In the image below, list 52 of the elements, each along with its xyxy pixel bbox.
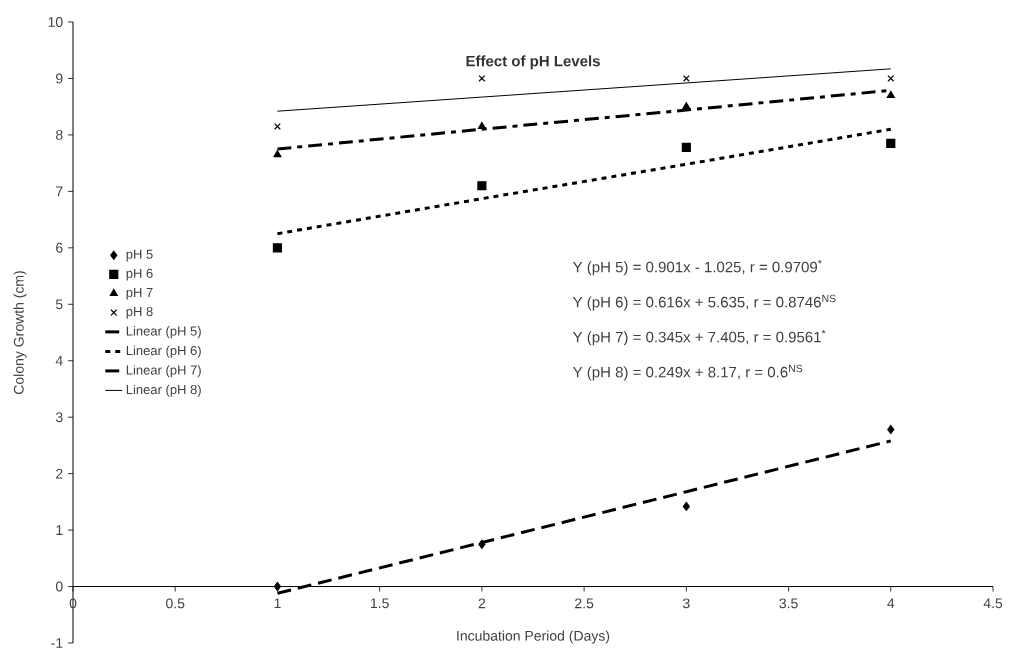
x-tick-label: 3.5 xyxy=(779,598,798,609)
y-axis-title: Colony Growth (cm) xyxy=(13,271,27,395)
annotation: Y (pH 8) = 0.249x + 8.17, r = 0.6$^{NS}$ xyxy=(572,364,803,381)
x-tick-label: 1.5 xyxy=(371,598,389,609)
point xyxy=(887,425,895,435)
point xyxy=(478,75,486,82)
y-tick-label: 5 xyxy=(55,299,63,310)
point xyxy=(478,539,486,549)
y-tick-label: 10 xyxy=(48,17,63,27)
point xyxy=(273,150,282,158)
y-tick-label: 9 xyxy=(56,73,63,84)
point xyxy=(682,75,690,82)
legend-label: Linear (pH 7) xyxy=(126,365,201,378)
annotation: Y (pH 5) = 0.901x - 1.025, r = 0.9709$^{*}$ xyxy=(572,259,822,276)
legend-label: pH 8 xyxy=(126,306,153,319)
y-tick-label: -1 xyxy=(51,638,63,648)
point xyxy=(477,181,487,191)
y-tick-label: 1 xyxy=(56,525,63,535)
legend-label: pH 7 xyxy=(126,287,153,300)
point xyxy=(681,142,691,152)
annotation: Y (pH 7) = 0.345x + 7.405, r = 0.9561$^{*}$ xyxy=(572,329,826,346)
text: Effect of pH Levels xyxy=(466,55,600,70)
point xyxy=(887,75,895,82)
x-tick-label: 2.5 xyxy=(575,598,594,609)
y-tick-label: 3 xyxy=(55,412,63,423)
x-tick-label: 2 xyxy=(478,598,486,609)
point xyxy=(682,102,691,110)
point xyxy=(272,243,283,253)
y-tick-label: 2 xyxy=(56,468,63,479)
point xyxy=(886,138,896,148)
point xyxy=(273,581,282,592)
y-tick-label: 6 xyxy=(56,242,63,253)
legend-label: Linear (pH 8) xyxy=(126,384,201,397)
x-axis-title: Incubation Period (Days) xyxy=(457,630,610,644)
annotation: Y (pH 6) = 0.616x + 5.635, r = 0.8746$^{NS}$ xyxy=(572,294,836,311)
y-tick-label: 4 xyxy=(55,355,63,366)
x-tick-label: 0.5 xyxy=(166,598,185,609)
legend-label: Linear (pH 6) xyxy=(126,345,201,358)
y-tick-label: 7 xyxy=(56,186,63,197)
point xyxy=(477,121,486,130)
x-tick-label: 4 xyxy=(887,598,895,609)
x-tick-label: 1 xyxy=(274,598,281,609)
y-tick-label: 8 xyxy=(55,129,63,140)
legend-label: pH 6 xyxy=(126,268,153,281)
point xyxy=(886,90,895,98)
x-tick-label: 4.5 xyxy=(983,598,1003,609)
legend-label: pH 5 xyxy=(126,249,153,262)
x-tick-label: 3 xyxy=(682,598,690,609)
legend-label: Linear (pH 5) xyxy=(126,326,201,339)
line-series xyxy=(275,127,893,236)
y-tick-label: 0 xyxy=(55,581,63,592)
point xyxy=(682,501,690,511)
